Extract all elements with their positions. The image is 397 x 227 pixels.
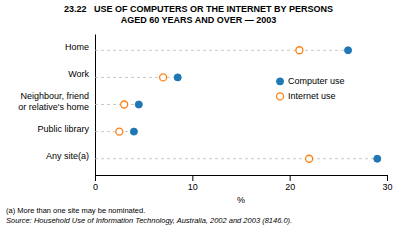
x-tick-label: 30 [382,182,392,192]
dot [345,47,352,54]
x-tick: 10 [188,175,198,192]
y-tick-label: Home [65,42,89,52]
footnote: Source: Household Use of Information Tec… [6,216,292,225]
x-tick-mark [192,175,193,181]
legend: Computer use Internet use [277,76,345,101]
y-axis-line [95,35,96,176]
legend-item: Internet use [277,91,336,101]
y-tick: Any site(a) [46,151,95,161]
y-tick-label: Any site(a) [46,151,89,161]
dot [306,155,313,162]
y-tick-label-line: Work [68,69,89,79]
x-axis-line [96,176,388,182]
dot [160,74,167,81]
legend-label: Computer use [288,76,345,86]
title-line: AGED 60 YEARS AND OVER — 2003 [121,15,277,25]
y-tick: Work [68,69,95,79]
y-tick-label-line: Public library [37,124,89,134]
x-axis-title: % [237,195,245,205]
dot [130,128,137,135]
dot [296,47,303,54]
title: 23.22 USE OF COMPUTERS OR THE INTERNET B… [64,4,333,25]
chart: 23.22 USE OF COMPUTERS OR THE INTERNET B… [0,0,397,227]
legend-symbol [277,93,284,100]
footnote: (a) More than one site may be nominated. [6,206,145,215]
leader-line [95,50,348,51]
x-tick-mark [387,175,388,181]
dot [135,101,142,108]
series [130,47,380,162]
x-tick-mark [290,175,291,181]
y-tick-label: Neighbour, friendor relative's home [18,91,89,112]
series [116,47,313,162]
dot [116,128,123,135]
dot [174,74,181,81]
plot-marks [95,47,381,162]
legend-label: Internet use [288,91,336,101]
title-line: 23.22 USE OF COMPUTERS OR THE INTERNET B… [64,4,333,14]
x-tick: 0 [93,175,98,192]
y-axis: Home Work Neighbour, friendor relative's h… [18,35,95,176]
y-tick-label-line: Home [65,42,89,52]
x-tick-label: 0 [93,182,98,192]
y-tick-label: Work [68,69,89,79]
x-tick: 20 [285,175,295,192]
x-tick-label: 20 [285,182,295,192]
x-tick: 30 [382,175,392,192]
x-tick-label: 10 [188,182,198,192]
x-tick-mark [95,175,96,181]
dot [374,155,381,162]
y-tick-label-line: Any site(a) [46,151,89,161]
y-tick-label: Public library [37,124,89,134]
leader-line [95,158,377,159]
y-tick: Public library [37,124,95,134]
y-tick: Neighbour, friendor relative's home [18,91,95,112]
legend-symbol [277,78,284,85]
x-axis: 0 10 20 30 [93,175,393,192]
leader-line [95,131,134,132]
y-tick-label-line: or relative's home [18,102,89,112]
y-tick-label-line: Neighbour, friend [20,91,89,101]
dot [121,101,128,108]
legend-item: Computer use [277,76,345,86]
y-tick: Home [65,42,95,52]
leader-line [95,104,139,105]
